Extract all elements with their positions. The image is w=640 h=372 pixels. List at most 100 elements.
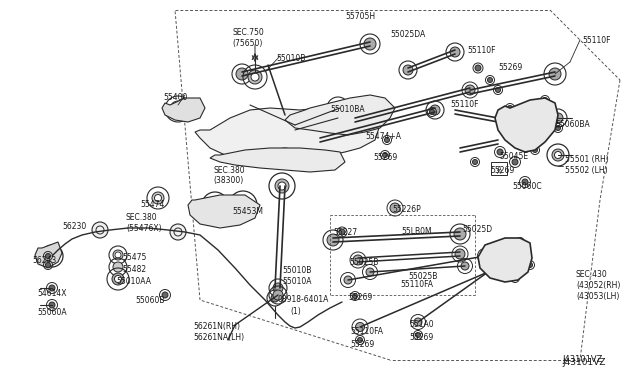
Circle shape <box>173 104 183 114</box>
Polygon shape <box>188 195 260 228</box>
Text: 55025B: 55025B <box>349 258 378 267</box>
Text: 55LB0M: 55LB0M <box>401 227 431 236</box>
Text: 55400: 55400 <box>163 93 188 102</box>
Circle shape <box>248 70 262 84</box>
Text: 55269: 55269 <box>373 153 397 162</box>
Text: 55269: 55269 <box>409 333 433 342</box>
Polygon shape <box>210 148 345 172</box>
Circle shape <box>543 97 547 103</box>
Circle shape <box>553 113 563 123</box>
Text: 55010BA: 55010BA <box>330 105 365 114</box>
Circle shape <box>234 202 246 214</box>
Circle shape <box>461 262 469 270</box>
Text: 55025DA: 55025DA <box>390 30 425 39</box>
Circle shape <box>278 182 286 190</box>
Circle shape <box>162 292 168 298</box>
Polygon shape <box>478 238 532 282</box>
Text: 55269: 55269 <box>348 293 372 302</box>
Text: 55025D: 55025D <box>462 225 492 234</box>
Text: A: A <box>497 166 501 172</box>
Circle shape <box>327 234 339 246</box>
Text: 08918-6401A: 08918-6401A <box>277 295 328 304</box>
Circle shape <box>315 135 325 145</box>
Text: 56243: 56243 <box>32 256 56 265</box>
Circle shape <box>211 201 219 209</box>
Text: SEC.750: SEC.750 <box>232 28 264 37</box>
Text: 55110FA: 55110FA <box>400 280 433 289</box>
Circle shape <box>475 65 481 71</box>
Text: 55045E: 55045E <box>499 152 528 161</box>
Text: 55060B: 55060B <box>135 296 164 305</box>
Text: 55475: 55475 <box>122 253 147 262</box>
Text: (38300): (38300) <box>213 176 243 185</box>
Circle shape <box>335 105 342 112</box>
Circle shape <box>112 273 124 285</box>
Circle shape <box>271 294 279 302</box>
Circle shape <box>549 68 561 80</box>
Circle shape <box>49 285 55 291</box>
Text: 55060C: 55060C <box>512 182 541 191</box>
Text: 55110F: 55110F <box>450 100 479 109</box>
Circle shape <box>390 203 400 213</box>
Circle shape <box>455 249 465 259</box>
Text: A: A <box>497 170 501 175</box>
Polygon shape <box>35 242 62 268</box>
Circle shape <box>522 179 528 185</box>
Circle shape <box>353 255 363 265</box>
Circle shape <box>339 229 345 235</box>
Circle shape <box>358 337 362 343</box>
Circle shape <box>554 151 561 158</box>
Text: 55474: 55474 <box>140 200 164 209</box>
Text: 55705H: 55705H <box>345 12 375 21</box>
Circle shape <box>488 77 493 83</box>
Circle shape <box>344 276 352 284</box>
Circle shape <box>115 276 122 282</box>
Circle shape <box>113 250 123 260</box>
Text: (43053(LH): (43053(LH) <box>576 292 620 301</box>
Text: 55010B: 55010B <box>276 54 305 63</box>
Text: 55110FA: 55110FA <box>350 327 383 336</box>
Text: 55060BA: 55060BA <box>555 120 589 129</box>
Circle shape <box>45 263 51 267</box>
Text: 55227: 55227 <box>333 228 357 237</box>
Circle shape <box>332 102 344 114</box>
Circle shape <box>513 276 518 280</box>
Text: 55269: 55269 <box>350 340 374 349</box>
Polygon shape <box>162 98 205 122</box>
Circle shape <box>273 283 283 293</box>
Polygon shape <box>285 95 395 135</box>
Circle shape <box>472 160 477 164</box>
Circle shape <box>115 252 121 258</box>
Circle shape <box>481 252 489 260</box>
Text: SEC.380: SEC.380 <box>126 213 157 222</box>
Circle shape <box>355 323 365 331</box>
Text: (1): (1) <box>290 307 301 316</box>
Text: 55010AA: 55010AA <box>116 277 151 286</box>
Circle shape <box>385 138 390 142</box>
Text: (43052(RH): (43052(RH) <box>576 281 620 290</box>
Circle shape <box>152 192 164 204</box>
Text: 55025B: 55025B <box>408 272 437 281</box>
Circle shape <box>208 198 222 212</box>
Circle shape <box>510 113 534 137</box>
Circle shape <box>508 106 513 110</box>
Text: 55010A: 55010A <box>282 277 312 286</box>
Circle shape <box>527 263 532 267</box>
Circle shape <box>465 85 475 95</box>
Circle shape <box>415 333 420 337</box>
Circle shape <box>450 47 460 57</box>
Circle shape <box>92 222 108 238</box>
Circle shape <box>113 262 123 272</box>
Circle shape <box>498 250 518 270</box>
Text: (75650): (75650) <box>233 39 263 48</box>
Text: 55482: 55482 <box>122 265 146 274</box>
Circle shape <box>383 153 387 157</box>
Text: SEC.380: SEC.380 <box>213 166 244 175</box>
Text: 55110F: 55110F <box>582 36 611 45</box>
Text: 55453M: 55453M <box>232 207 263 216</box>
Circle shape <box>46 250 58 262</box>
Circle shape <box>251 73 259 81</box>
Circle shape <box>532 148 538 153</box>
Circle shape <box>454 228 466 240</box>
Circle shape <box>237 205 243 212</box>
